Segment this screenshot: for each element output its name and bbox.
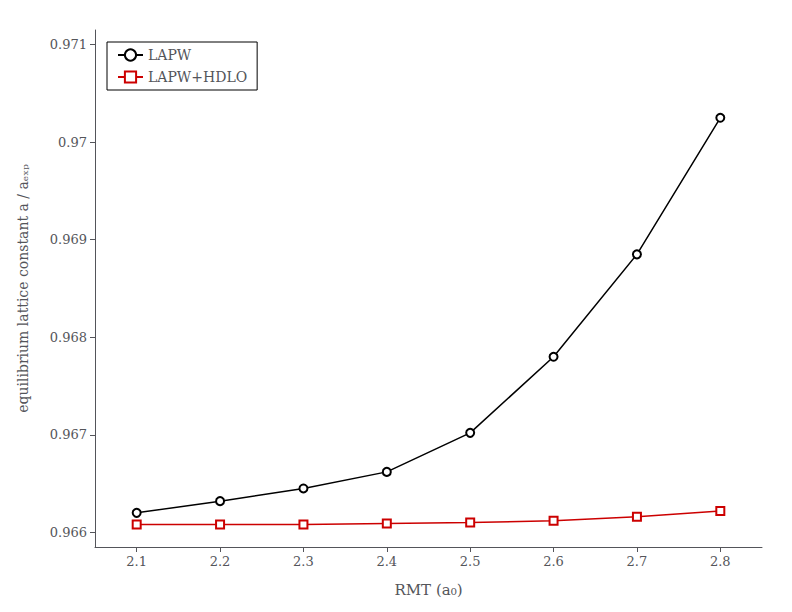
svg-text:0.969: 0.969 (50, 232, 87, 247)
svg-text:LAPW+HDLO: LAPW+HDLO (148, 69, 247, 85)
svg-text:2.2: 2.2 (210, 554, 231, 569)
svg-text:2.5: 2.5 (460, 554, 481, 569)
svg-text:0.967: 0.967 (50, 427, 87, 442)
svg-text:2.4: 2.4 (376, 554, 397, 569)
svg-text:0.968: 0.968 (50, 330, 87, 345)
svg-text:0.966: 0.966 (50, 525, 87, 540)
svg-text:2.7: 2.7 (627, 554, 648, 569)
svg-text:LAPW: LAPW (148, 47, 192, 63)
svg-text:RMT (a₀): RMT (a₀) (394, 581, 462, 599)
svg-text:0.97: 0.97 (58, 135, 87, 150)
svg-text:2.3: 2.3 (293, 554, 314, 569)
svg-text:2.8: 2.8 (710, 554, 731, 569)
svg-text:2.1: 2.1 (126, 554, 147, 569)
svg-text:0.971: 0.971 (50, 37, 87, 52)
svg-text:equilibrium lattice constant a: equilibrium lattice constant a / aₑₓₚ (15, 164, 31, 413)
svg-text:2.6: 2.6 (543, 554, 564, 569)
